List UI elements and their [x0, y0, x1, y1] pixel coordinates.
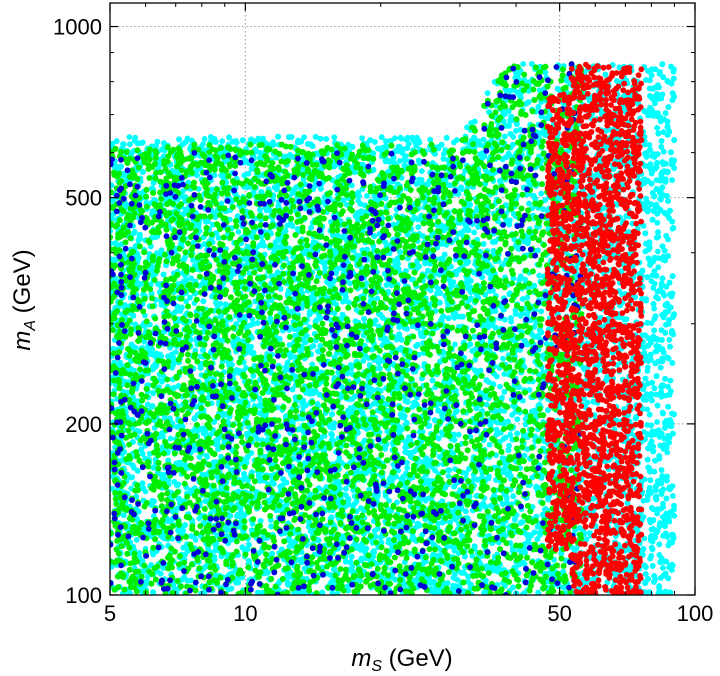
data-point: [484, 90, 491, 96]
data-point: [500, 355, 506, 362]
data-point: [340, 197, 347, 204]
data-point: [646, 411, 653, 418]
data-point: [669, 493, 676, 499]
data-point: [538, 308, 545, 315]
data-point: [651, 385, 658, 392]
data-point: [486, 441, 493, 448]
data-point: [660, 565, 666, 571]
data-point: [520, 61, 527, 67]
data-point: [471, 229, 478, 236]
data-point: [286, 543, 293, 550]
data-point: [660, 349, 667, 356]
data-point: [667, 377, 674, 384]
data-point: [524, 294, 531, 301]
data-point: [257, 206, 263, 213]
data-point: [445, 473, 452, 479]
data-point: [453, 137, 460, 143]
data-point: [644, 380, 651, 387]
data-point: [501, 371, 508, 377]
data-point: [404, 465, 411, 471]
data-point: [397, 158, 403, 164]
data-point: [201, 136, 208, 142]
data-point: [134, 468, 141, 474]
data-point: [137, 231, 143, 238]
data-point: [644, 368, 651, 374]
data-point: [665, 403, 672, 410]
data-point: [167, 435, 174, 442]
data-point: [669, 177, 675, 184]
data-point: [132, 134, 139, 141]
data-point: [661, 247, 668, 254]
data-point: [648, 526, 655, 533]
data-point: [351, 500, 358, 507]
data-point: [286, 342, 293, 348]
data-point: [359, 135, 365, 142]
data-point: [654, 248, 661, 255]
data-point: [364, 193, 370, 199]
data-point: [219, 138, 226, 145]
data-point: [235, 228, 242, 235]
data-point: [666, 336, 673, 343]
data-point: [377, 365, 383, 372]
data-point: [427, 260, 434, 267]
data-point: [480, 136, 487, 143]
data-point: [427, 136, 434, 143]
data-point: [427, 287, 434, 294]
data-point: [374, 295, 381, 302]
data-point: [129, 462, 136, 469]
data-point: [653, 294, 659, 300]
data-point: [654, 419, 660, 425]
data-point: [172, 349, 179, 355]
data-point: [418, 168, 425, 175]
data-point: [497, 383, 503, 390]
data-point: [538, 190, 545, 197]
data-point: [618, 268, 625, 275]
data-point: [644, 319, 651, 326]
data-point: [452, 409, 459, 415]
data-point: [401, 162, 408, 169]
data-point: [126, 134, 133, 140]
data-point: [648, 320, 655, 327]
data-point: [133, 536, 140, 543]
data-points: [110, 61, 678, 595]
data-point: [218, 200, 225, 207]
data-point: [331, 134, 338, 141]
data-point: [654, 219, 661, 226]
data-point: [360, 358, 367, 364]
data-point: [398, 135, 405, 142]
